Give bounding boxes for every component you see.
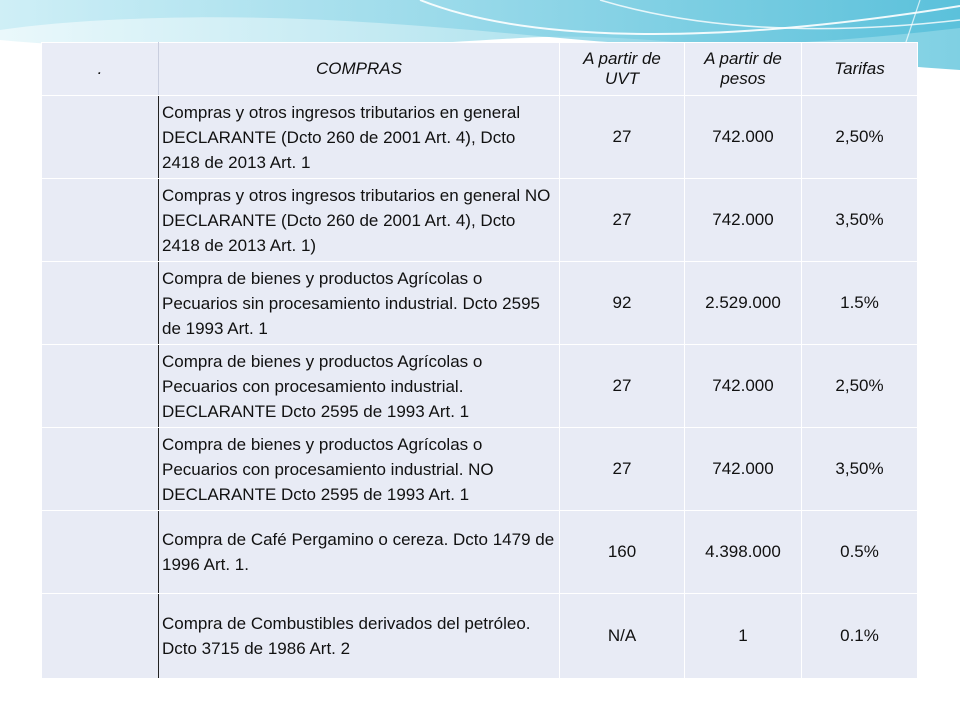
row-tarifa: 3,50%	[801, 178, 918, 262]
table-row: Compra de Combustibles derivados del pet…	[41, 593, 918, 679]
wave-line-1	[419, 0, 960, 35]
row-uvt: 27	[559, 344, 685, 428]
row-tarifa: 1.5%	[801, 261, 918, 345]
row-pesos: 742.000	[684, 178, 802, 262]
row-description: Compra de Café Pergamino o cereza. Dcto …	[158, 510, 560, 594]
row-tarifa: 3,50%	[801, 427, 918, 511]
row-uvt: 27	[559, 178, 685, 262]
row-pesos: 742.000	[684, 427, 802, 511]
row-empty-cell	[41, 510, 159, 594]
row-empty-cell	[41, 178, 159, 262]
header-dot: .	[41, 42, 159, 96]
row-uvt: 92	[559, 261, 685, 345]
header-uvt: A partir de UVT	[559, 42, 685, 96]
table-container: . COMPRAS A partir de UVT A partir de pe…	[41, 42, 918, 679]
row-uvt: 160	[559, 510, 685, 594]
row-description: Compras y otros ingresos tributarios en …	[158, 95, 560, 179]
header-compras: COMPRAS	[158, 42, 560, 96]
row-description: Compra de Combustibles derivados del pet…	[158, 593, 560, 679]
header-pesos: A partir de pesos	[684, 42, 802, 96]
row-uvt: 27	[559, 95, 685, 179]
row-description: Compra de bienes y productos Agrícolas o…	[158, 344, 560, 428]
table-row: Compra de bienes y productos Agrícolas o…	[41, 344, 918, 428]
row-description: Compra de bienes y productos Agrícolas o…	[158, 261, 560, 345]
row-tarifa: 0.5%	[801, 510, 918, 594]
row-empty-cell	[41, 593, 159, 679]
table-row: Compra de Café Pergamino o cereza. Dcto …	[41, 510, 918, 594]
row-pesos: 2.529.000	[684, 261, 802, 345]
row-empty-cell	[41, 427, 159, 511]
wave-line-2	[599, 0, 960, 30]
retention-rates-table: . COMPRAS A partir de UVT A partir de pe…	[41, 42, 918, 679]
row-uvt: 27	[559, 427, 685, 511]
row-description: Compras y otros ingresos tributarios en …	[158, 178, 560, 262]
wave-front	[0, 0, 960, 46]
row-tarifa: 2,50%	[801, 344, 918, 428]
row-description: Compra de bienes y productos Agrícolas o…	[158, 427, 560, 511]
row-empty-cell	[41, 95, 159, 179]
row-empty-cell	[41, 261, 159, 345]
table-row: Compra de bienes y productos Agrícolas o…	[41, 427, 918, 511]
header-tarifas: Tarifas	[801, 42, 918, 96]
row-pesos: 1	[684, 593, 802, 679]
table-row: Compras y otros ingresos tributarios en …	[41, 95, 918, 179]
row-tarifa: 2,50%	[801, 95, 918, 179]
table-row: Compra de bienes y productos Agrícolas o…	[41, 261, 918, 345]
row-pesos: 742.000	[684, 95, 802, 179]
row-empty-cell	[41, 344, 159, 428]
table-row: Compras y otros ingresos tributarios en …	[41, 178, 918, 262]
table-header-row: . COMPRAS A partir de UVT A partir de pe…	[41, 42, 918, 96]
row-tarifa: 0.1%	[801, 593, 918, 679]
row-pesos: 742.000	[684, 344, 802, 428]
row-uvt: N/A	[559, 593, 685, 679]
row-pesos: 4.398.000	[684, 510, 802, 594]
